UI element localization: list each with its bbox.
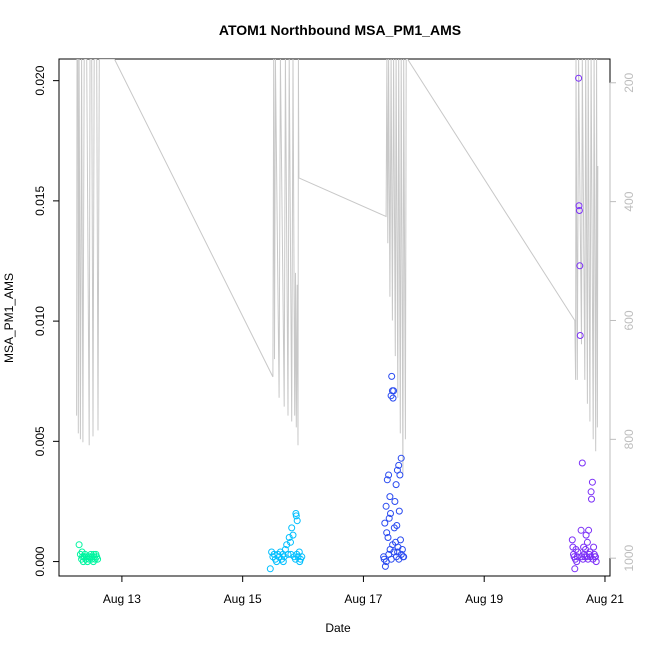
data-point-series2 bbox=[289, 531, 297, 539]
data-point-series2 bbox=[279, 558, 287, 566]
data-point-series1 bbox=[78, 548, 86, 556]
y2-tick-label: 800 bbox=[622, 429, 636, 449]
data-point-series2 bbox=[293, 517, 301, 525]
y-axis: 0.000 0.005 0.010 0.015 0.020 bbox=[33, 65, 60, 577]
data-point-series2 bbox=[292, 512, 300, 520]
secondary-series-line bbox=[76, 59, 599, 476]
data-point-series3 bbox=[381, 519, 389, 527]
data-point-series2 bbox=[287, 550, 295, 558]
data-point-series3 bbox=[385, 471, 393, 479]
y-tick-label: 0.005 bbox=[33, 426, 47, 456]
y2-axis: 200 400 600 800 1000 bbox=[609, 72, 636, 572]
x-axis: Aug 13 Aug 15 Aug 17 Aug 19 Aug 21 bbox=[103, 575, 624, 606]
data-point-series3 bbox=[393, 522, 401, 529]
data-point-series4 bbox=[579, 555, 587, 563]
data-point-series2 bbox=[266, 565, 274, 573]
data-point-series4 bbox=[588, 495, 595, 503]
data-point-series2 bbox=[296, 558, 304, 566]
y-tick-label: 0.000 bbox=[33, 546, 47, 576]
data-point-series2 bbox=[285, 534, 293, 541]
data-point-series4 bbox=[570, 553, 578, 561]
data-point-series1 bbox=[90, 550, 98, 558]
data-point-series3 bbox=[397, 536, 404, 544]
data-point-series2 bbox=[283, 541, 291, 549]
y-tick-label: 0.020 bbox=[33, 65, 47, 95]
data-point-series4 bbox=[569, 543, 577, 551]
data-point-series2 bbox=[288, 524, 296, 532]
data-point-series2 bbox=[292, 510, 300, 517]
data-point-series4 bbox=[583, 538, 591, 546]
data-point-series1 bbox=[75, 541, 83, 549]
data-point-series3 bbox=[385, 514, 393, 522]
data-point-series4 bbox=[587, 488, 595, 496]
data-point-series4 bbox=[585, 526, 593, 534]
data-point-series3 bbox=[384, 534, 392, 541]
x-tick-label: Aug 15 bbox=[224, 592, 262, 606]
y2-tick-label: 200 bbox=[622, 72, 636, 92]
data-point-series3 bbox=[388, 372, 396, 380]
data-point-series3 bbox=[397, 454, 405, 462]
data-point-series3 bbox=[387, 510, 394, 517]
x-tick-label: Aug 17 bbox=[344, 592, 382, 606]
data-point-series4 bbox=[571, 565, 579, 573]
data-point-series3 bbox=[396, 471, 404, 479]
y-axis-label: MSA_PM1_AMS bbox=[2, 273, 16, 363]
y2-tick-label: 400 bbox=[622, 191, 636, 211]
plot-frame bbox=[58, 58, 611, 577]
data-point-series4 bbox=[590, 543, 598, 551]
data-point-series4 bbox=[576, 332, 584, 339]
data-point-series4 bbox=[582, 546, 589, 553]
chart-title: ATOM1 Northbound MSA_PM1_AMS bbox=[219, 22, 461, 38]
data-point-series4 bbox=[575, 202, 583, 210]
data-point-series4 bbox=[575, 207, 583, 214]
data-point-series3 bbox=[391, 498, 399, 505]
data-point-series4 bbox=[577, 526, 585, 534]
data-point-series3 bbox=[392, 481, 400, 489]
y-tick-label: 0.015 bbox=[33, 186, 47, 216]
x-tick-label: Aug 13 bbox=[103, 592, 141, 606]
data-point-series3 bbox=[381, 562, 389, 570]
data-point-series3 bbox=[395, 461, 403, 469]
data-point-series2 bbox=[284, 550, 292, 558]
data-point-series3 bbox=[395, 507, 403, 515]
data-point-series4 bbox=[578, 459, 586, 467]
data-point-series3 bbox=[383, 476, 391, 484]
data-point-series2 bbox=[287, 538, 294, 546]
data-point-series3 bbox=[394, 548, 402, 556]
data-point-series3 bbox=[383, 529, 391, 537]
data-point-series4 bbox=[574, 548, 582, 556]
y2-tick-label: 1000 bbox=[622, 545, 636, 572]
x-axis-label: Date bbox=[325, 621, 351, 635]
data-point-series4 bbox=[575, 74, 583, 82]
points-layer bbox=[75, 74, 600, 573]
data-point-series3 bbox=[399, 553, 407, 561]
x-tick-label: Aug 21 bbox=[586, 592, 624, 606]
data-point-series4 bbox=[588, 478, 596, 486]
y-tick-label: 0.010 bbox=[33, 306, 47, 336]
x-tick-label: Aug 19 bbox=[465, 592, 503, 606]
y2-tick-label: 600 bbox=[622, 310, 636, 330]
data-point-series3 bbox=[389, 394, 397, 402]
data-point-series4 bbox=[568, 536, 576, 544]
secondary-line-layer bbox=[76, 59, 599, 476]
data-point-series1 bbox=[94, 555, 102, 563]
data-point-series4 bbox=[576, 262, 584, 270]
data-point-series3 bbox=[386, 493, 394, 501]
data-point-series3 bbox=[389, 541, 397, 549]
data-point-series3 bbox=[382, 502, 390, 510]
data-point-series2 bbox=[280, 553, 288, 561]
data-point-series4 bbox=[592, 553, 599, 561]
data-point-series3 bbox=[390, 387, 398, 395]
